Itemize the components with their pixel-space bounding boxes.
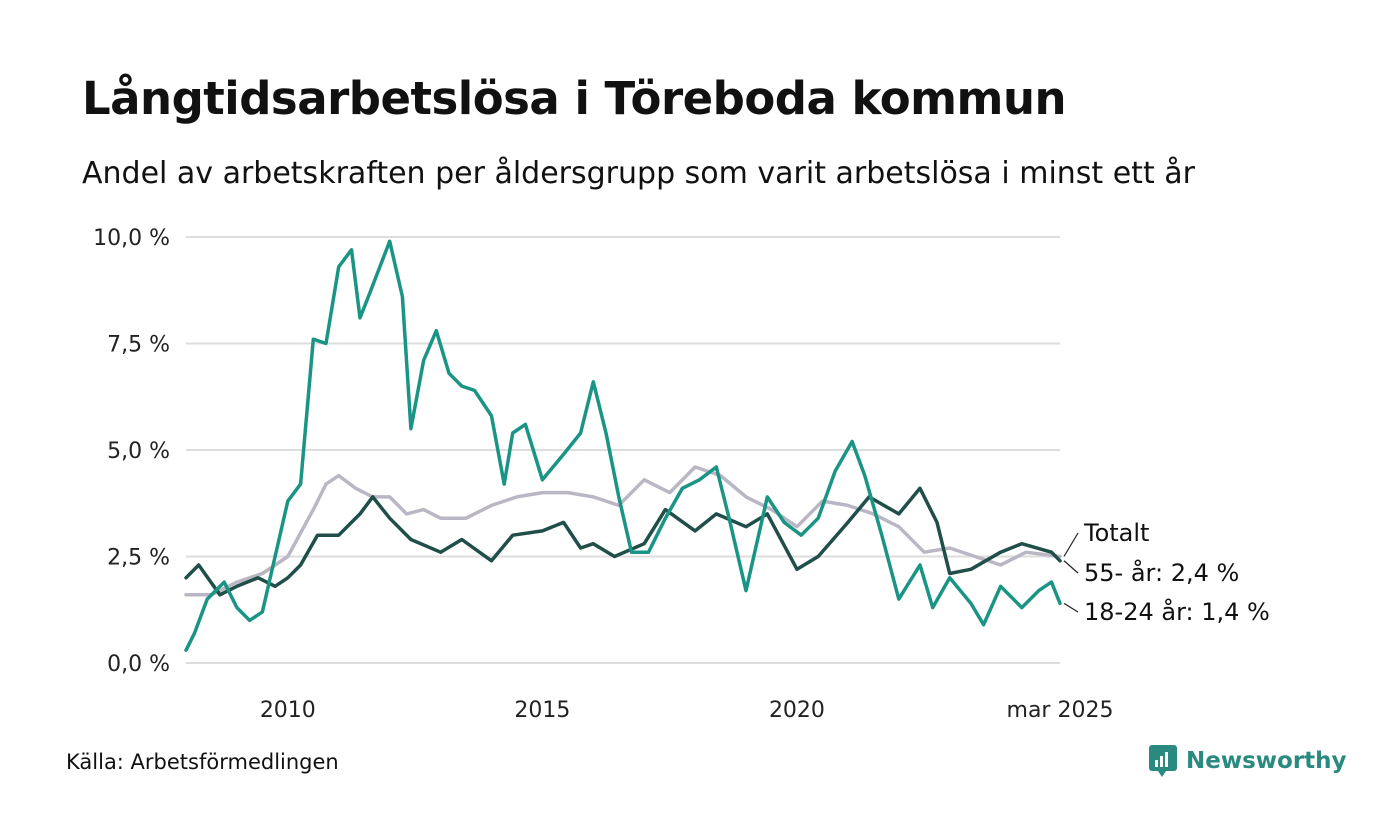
series-line-youth	[184, 239, 1062, 652]
label-leader-youth	[1063, 602, 1079, 613]
y-axis-ticks: 0,0 % 2,5 % 5,0 % 7,5 % 10,0 %	[93, 226, 170, 677]
series-label-total: Totalt	[1083, 519, 1149, 547]
y-tick-label: 5,0 %	[107, 439, 170, 464]
chart-subtitle: Andel av arbetskraften per åldersgrupp s…	[82, 156, 1195, 191]
y-tick-label: 10,0 %	[93, 226, 170, 251]
source-note: Källa: Arbetsförmedlingen	[66, 750, 339, 774]
x-axis-ticks: 2010 2015 2020 mar 2025	[260, 698, 1114, 723]
series-labels: Totalt 55- år: 2,4 % 18-24 år: 1,4 %	[1063, 519, 1270, 626]
x-tick-label: mar 2025	[1007, 698, 1114, 723]
label-leader-senior	[1063, 560, 1079, 574]
brand-name: Newsworthy	[1186, 748, 1347, 774]
label-leader-total	[1063, 532, 1079, 557]
series-line-senior	[184, 486, 1062, 597]
newsworthy-logo-icon	[1149, 745, 1177, 777]
y-tick-label: 7,5 %	[107, 333, 170, 358]
y-tick-label: 0,0 %	[107, 652, 170, 677]
x-tick-label: 2020	[769, 698, 825, 723]
series-lines	[184, 239, 1062, 652]
gridlines	[186, 236, 1060, 664]
x-tick-label: 2015	[514, 698, 570, 723]
y-tick-label: 2,5 %	[107, 546, 170, 571]
series-line-total	[184, 465, 1062, 597]
series-label-youth: 18-24 år: 1,4 %	[1084, 597, 1270, 626]
x-tick-label: 2010	[260, 698, 316, 723]
chart-title: Långtidsarbetslösa i Töreboda kommun	[82, 72, 1067, 125]
brand-logo: Newsworthy	[1148, 744, 1347, 778]
series-label-senior: 55- år: 2,4 %	[1084, 558, 1239, 587]
